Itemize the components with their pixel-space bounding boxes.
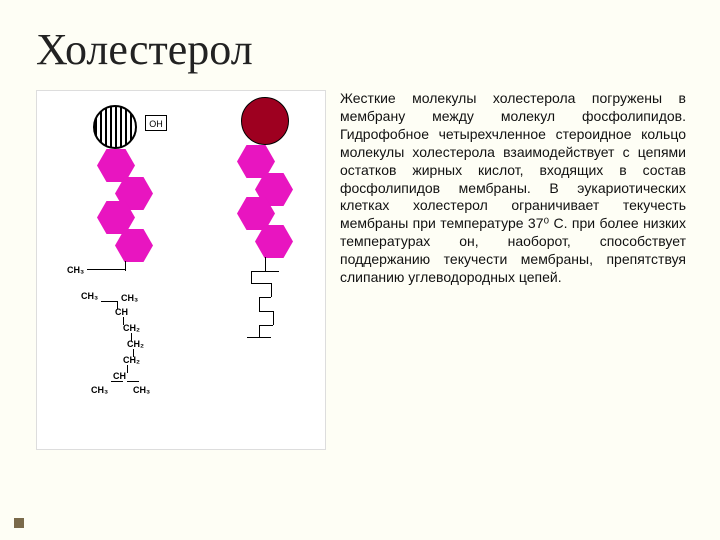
bond-line <box>251 283 271 284</box>
bond-line <box>101 301 117 302</box>
bond-line <box>125 261 126 271</box>
bond-line <box>259 311 273 312</box>
bond-line <box>259 297 260 311</box>
carbon-label: CH₃ <box>133 385 150 395</box>
carbon-label: CH₂ <box>123 355 140 365</box>
bond-line <box>251 271 252 283</box>
bond-line <box>259 325 260 337</box>
carbon-label: CH <box>115 307 128 317</box>
bond-line <box>259 325 273 326</box>
bond-line <box>265 257 266 271</box>
bond-line <box>127 381 139 382</box>
page-title: Холестерол <box>36 24 253 75</box>
bond-line <box>271 283 272 297</box>
carbon-label: CH₂ <box>127 339 144 349</box>
cholesterol-diagram: OH CH₃ CH₃ CH₃ CH CH₂ CH₂ CH₂ CH CH₃ CH₃ <box>36 90 326 450</box>
body-paragraph: Жесткие молекулы холестерола погружены в… <box>340 90 686 287</box>
carbon-label: CH₃ <box>91 385 108 395</box>
carbon-label: CH₃ <box>81 291 98 301</box>
bond-line <box>111 381 123 382</box>
oh-label: OH <box>145 115 167 131</box>
bond-line <box>87 269 125 270</box>
bond-line <box>273 311 274 325</box>
hatched-head-icon <box>93 105 137 149</box>
carbon-label: CH₃ <box>67 265 84 275</box>
carbon-label: CH <box>113 371 126 381</box>
bond-line <box>127 365 128 373</box>
bond-line <box>259 297 271 298</box>
carbon-label: CH₃ <box>121 293 138 303</box>
bond-line <box>247 337 271 338</box>
carbon-label: CH₂ <box>123 323 140 333</box>
solid-head-icon <box>241 97 289 145</box>
bond-line <box>251 271 279 272</box>
slide-corner-icon <box>14 518 24 528</box>
